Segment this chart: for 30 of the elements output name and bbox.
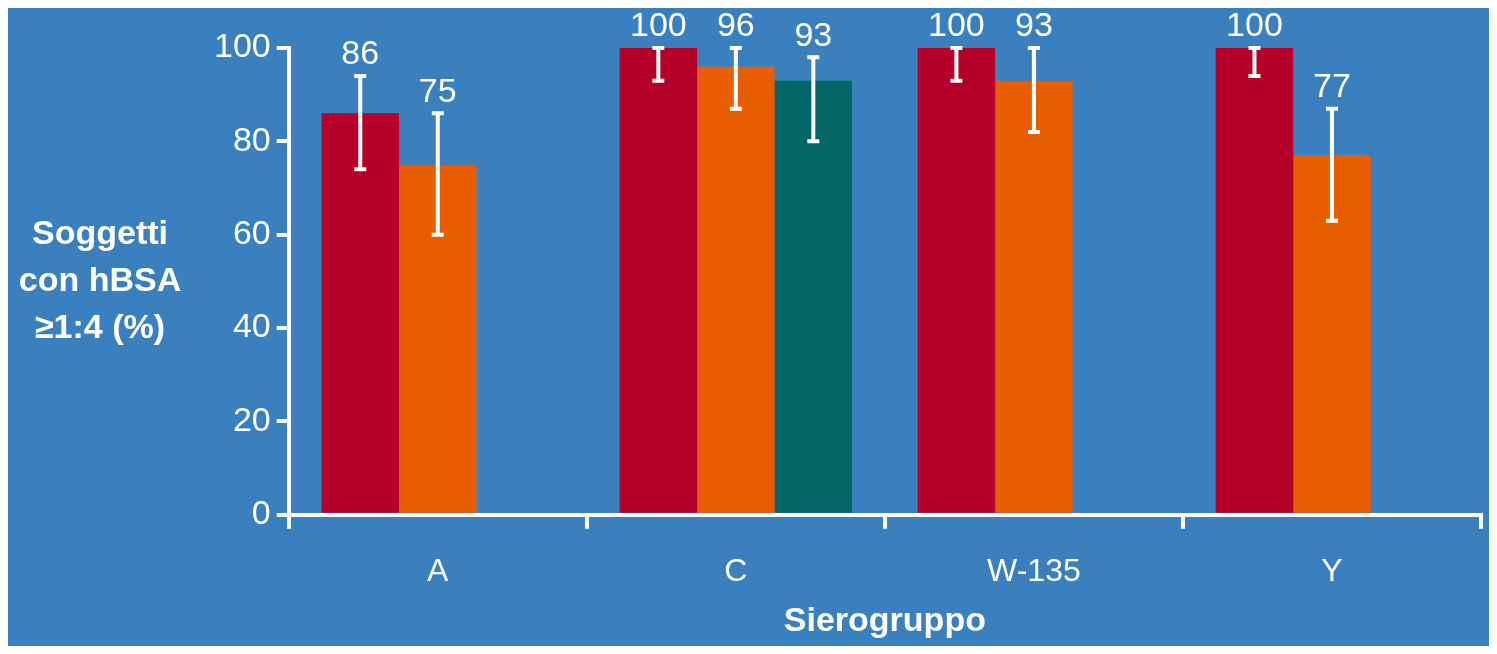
data-label: 86 — [341, 33, 380, 72]
y-tick-label: 20 — [232, 399, 271, 438]
data-label: 93 — [794, 14, 833, 53]
data-label: 77 — [1313, 66, 1351, 105]
bar — [321, 113, 400, 513]
x-axis-title: Sierogruppo — [783, 599, 986, 638]
bar — [619, 48, 698, 513]
data-label: 93 — [1014, 5, 1053, 44]
y-axis-title: Soggetti con hBSA ≥1:4 (%) — [18, 212, 182, 345]
bar — [774, 80, 853, 513]
bar — [399, 164, 477, 513]
bar — [995, 80, 1073, 513]
data-label: 96 — [716, 5, 755, 44]
data-label: 100 — [928, 5, 985, 44]
data-label: 75 — [418, 70, 457, 109]
bar — [1215, 48, 1294, 513]
y-tick-label: 100 — [213, 26, 271, 65]
bar — [1293, 155, 1371, 513]
y-tick-label: 40 — [232, 306, 271, 345]
data-label: 100 — [1226, 5, 1283, 44]
bar — [697, 66, 775, 513]
x-tick-label: C — [724, 551, 748, 588]
y-tick-label: 0 — [251, 493, 271, 532]
bar — [917, 48, 996, 513]
y-tick-label: 80 — [232, 119, 271, 158]
data-label: 100 — [629, 5, 687, 44]
x-tick-label: Y — [1321, 551, 1343, 588]
x-tick-label: W-135 — [987, 551, 1081, 588]
x-tick-label: A — [427, 551, 450, 588]
y-tick-label: 60 — [232, 213, 271, 252]
